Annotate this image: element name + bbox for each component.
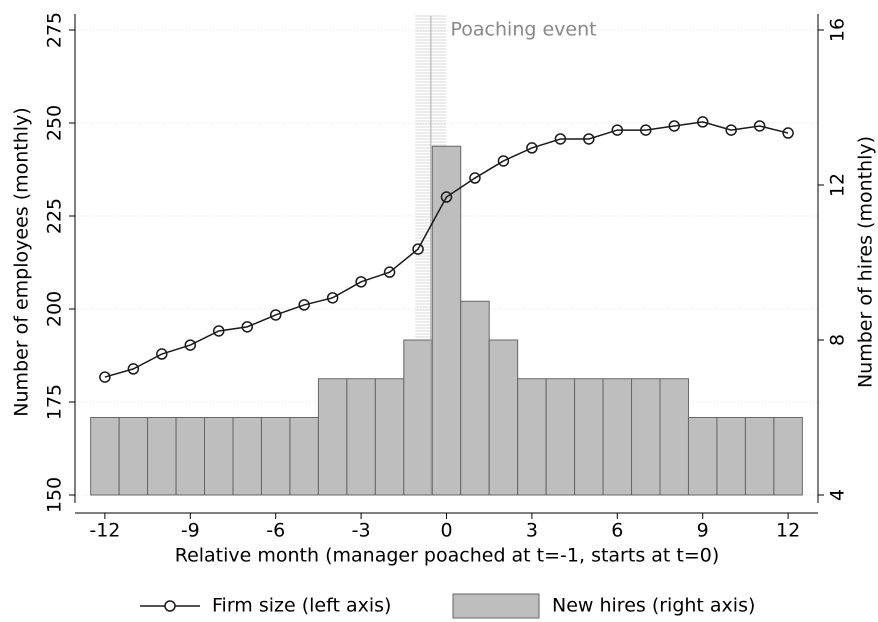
bar xyxy=(232,417,262,496)
x-axis-title: Relative month (manager poached at t=-1,… xyxy=(175,545,720,567)
bar xyxy=(346,378,376,496)
x-tick-label: 0 xyxy=(440,520,452,542)
bar xyxy=(403,339,433,496)
marker xyxy=(127,363,140,375)
marker xyxy=(355,276,367,288)
line xyxy=(104,121,789,378)
bar xyxy=(773,417,803,496)
bar xyxy=(204,417,234,496)
bar xyxy=(545,378,576,496)
y-tick-label: 225 xyxy=(44,198,66,234)
marker xyxy=(696,116,709,128)
x-tick-label: -6 xyxy=(266,520,285,542)
legend-marker xyxy=(164,600,176,612)
bar xyxy=(744,417,775,496)
y-tick-label: 150 xyxy=(44,477,66,513)
bar xyxy=(90,417,120,496)
legend-label: New hires (right axis) xyxy=(552,595,755,617)
bar xyxy=(631,378,661,496)
legend-label: Firm size (left axis) xyxy=(212,595,391,617)
marker xyxy=(383,266,396,278)
marker xyxy=(412,243,424,255)
bar xyxy=(317,378,348,496)
legend-swatch xyxy=(452,593,540,619)
marker xyxy=(497,155,510,167)
marker xyxy=(184,339,197,351)
marker xyxy=(469,172,481,184)
y-tick-label: 175 xyxy=(44,384,66,420)
x-tick-label: -12 xyxy=(89,520,120,542)
annotation: Poaching event xyxy=(451,19,597,41)
bar xyxy=(374,378,405,496)
bar xyxy=(687,417,718,496)
bar xyxy=(659,378,689,496)
marker xyxy=(99,371,111,383)
bar xyxy=(460,300,490,496)
y-tick-label: 275 xyxy=(44,12,66,48)
y2-tick-label: 12 xyxy=(827,173,849,197)
y2-axis-title: Number of hires (monthly) xyxy=(855,136,877,388)
x-tick-label: -3 xyxy=(352,520,371,542)
marker xyxy=(725,124,737,136)
bar xyxy=(602,378,633,496)
marker xyxy=(526,142,538,154)
marker xyxy=(554,133,567,145)
marker xyxy=(668,120,680,132)
marker xyxy=(241,321,253,333)
marker xyxy=(326,292,339,304)
bar xyxy=(118,417,149,496)
marker xyxy=(583,133,595,145)
marker xyxy=(298,299,310,311)
bar xyxy=(289,417,319,496)
y2-tick-label: 4 xyxy=(827,489,849,501)
bar xyxy=(716,417,746,496)
marker xyxy=(440,191,453,203)
marker xyxy=(213,325,225,337)
x-tick-label: 12 xyxy=(776,520,800,542)
x-tick-label: 9 xyxy=(697,520,709,542)
bar xyxy=(431,145,462,496)
x-tick-label: 3 xyxy=(526,520,538,542)
bar xyxy=(517,378,547,496)
marker xyxy=(156,348,168,360)
y-tick-label: 200 xyxy=(44,291,66,327)
bar xyxy=(574,378,604,496)
bar xyxy=(488,339,519,496)
marker xyxy=(640,124,652,136)
y2-tick-label: 16 xyxy=(827,18,849,42)
marker xyxy=(611,124,624,136)
marker xyxy=(753,120,766,132)
bar xyxy=(147,417,177,496)
y2-tick-label: 8 xyxy=(827,334,849,346)
x-tick-label: 6 xyxy=(611,520,623,542)
marker xyxy=(782,127,794,139)
y-axis-title: Number of employees (monthly) xyxy=(11,107,33,416)
x-tick-label: -9 xyxy=(181,520,200,542)
y-tick-label: 250 xyxy=(44,105,66,141)
bar xyxy=(260,417,291,496)
marker xyxy=(269,309,282,321)
bar xyxy=(175,417,206,496)
